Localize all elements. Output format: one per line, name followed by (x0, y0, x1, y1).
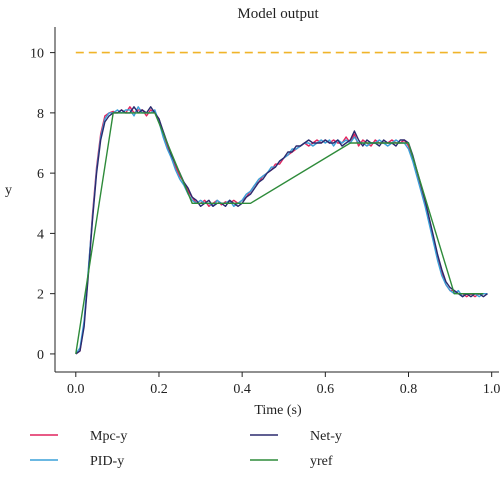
axis-ticks: 0.0 0.2 0.4 0.6 0.8 1.0 0 2 4 6 8 10 (30, 47, 500, 397)
x-tick-label: 0.6 (317, 382, 335, 397)
series-line-net-y (75, 106, 488, 355)
legend-label-mpc-y: Mpc-y (90, 429, 127, 444)
series-line-yref (75, 112, 484, 355)
legend-label-pid-y: PID-y (90, 454, 124, 469)
y-tick-label: 6 (37, 167, 44, 182)
chart-title: Model output (237, 6, 319, 22)
y-tick-label: 0 (37, 348, 44, 363)
series-line-pid-y (75, 106, 488, 355)
x-tick-label: 0.8 (400, 382, 418, 397)
y-tick-label: 10 (30, 47, 44, 62)
x-tick-label: 1.0 (483, 382, 500, 397)
y-tick-label: 2 (37, 288, 44, 303)
y-axis-label: y (5, 183, 12, 198)
y-tick-label: 4 (37, 227, 44, 242)
legend-label-yref: yref (310, 454, 333, 469)
series-line-mpc-y (75, 106, 488, 355)
x-tick-label: 0.0 (67, 382, 85, 397)
x-tick-label: 0.2 (150, 382, 168, 397)
plot-frame (54, 27, 499, 373)
x-tick-label: 0.4 (233, 382, 251, 397)
series-lines (75, 106, 488, 355)
x-axis-label: Time (s) (254, 403, 302, 418)
legend: Mpc-y PID-y Net-y yref (30, 429, 342, 469)
legend-label-net-y: Net-y (310, 429, 342, 444)
y-tick-label: 8 (37, 107, 44, 122)
